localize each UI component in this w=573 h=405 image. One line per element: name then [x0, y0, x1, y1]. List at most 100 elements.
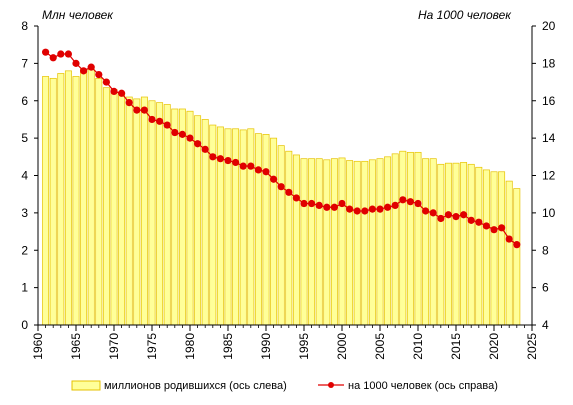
rate-point-1986	[232, 158, 240, 167]
rate-point-1998	[323, 203, 331, 211]
bar-2007	[391, 153, 399, 326]
rate-point-1982	[201, 145, 209, 153]
bar-2008	[399, 150, 407, 326]
rate-point-2019	[482, 222, 490, 230]
bar-1999	[330, 158, 338, 326]
x-tick-label: 2005	[373, 333, 387, 360]
rate-point-1987	[239, 162, 247, 170]
bar-2012	[429, 158, 437, 326]
rate-point-1990	[262, 168, 270, 176]
rate-point-2003	[361, 207, 369, 215]
bar-2022	[505, 180, 513, 326]
rate-point-1992	[277, 183, 285, 191]
rate-point-2018	[475, 218, 483, 226]
left-tick-label: 7	[21, 56, 28, 70]
bar-2015	[452, 162, 460, 326]
right-tick-label: 14	[542, 131, 556, 145]
right-tick-label: 4	[542, 318, 549, 332]
bar-1998	[323, 159, 331, 326]
left-tick-label: 2	[21, 243, 28, 257]
x-tick-label: 1980	[183, 333, 197, 360]
bar-1961	[42, 76, 50, 326]
rate-point-1991	[270, 175, 278, 183]
left-tick-label: 3	[21, 206, 28, 220]
bar-2009	[406, 151, 414, 326]
bar-1974	[140, 96, 148, 326]
bar-2023	[513, 188, 521, 326]
bar-1963	[57, 73, 65, 326]
rate-point-1971	[118, 89, 126, 97]
rate-point-1973	[133, 106, 141, 114]
left-tick-label: 1	[21, 281, 28, 295]
x-tick-label: 1995	[297, 333, 311, 360]
bar-2002	[353, 160, 361, 326]
bar-1968	[95, 77, 103, 326]
bar-1975	[148, 100, 156, 326]
rate-point-2012	[429, 209, 437, 217]
bar-2013	[437, 163, 445, 326]
bar-2010	[414, 151, 422, 326]
bar-2019	[482, 169, 490, 326]
rate-point-1965	[72, 59, 80, 67]
bar-1973	[133, 98, 141, 326]
rate-point-1966	[80, 67, 88, 75]
bar-1969	[102, 87, 110, 326]
legend: миллионов родившихся (ось слева) на 1000…	[71, 380, 498, 392]
rate-point-1994	[292, 194, 300, 202]
rate-point-1995	[300, 199, 308, 208]
bar-1964	[64, 70, 72, 326]
rate-point-1997	[315, 201, 323, 209]
rate-point-1985	[224, 156, 232, 165]
rate-point-1976	[156, 117, 164, 125]
right-tick-label: 6	[542, 281, 549, 295]
rate-point-2015	[452, 213, 460, 221]
bar-2017	[467, 163, 475, 326]
bar-1972	[125, 96, 133, 326]
bar-2014	[444, 162, 452, 326]
x-tick-label: 1975	[145, 333, 159, 360]
right-tick-label: 18	[542, 56, 556, 70]
x-tick-label: 2000	[335, 333, 349, 360]
rate-point-2023	[513, 241, 521, 249]
rate-point-2008	[399, 196, 407, 204]
bar-1996	[308, 158, 316, 326]
rate-point-2020	[490, 226, 498, 234]
bar-1962	[49, 77, 57, 326]
bar-1970	[110, 89, 118, 326]
rate-point-1975	[148, 115, 156, 124]
rate-point-1963	[57, 50, 65, 58]
right-tick-label: 12	[542, 169, 556, 183]
bar-2003	[361, 160, 369, 326]
rate-point-2013	[437, 214, 445, 223]
bar-2000	[338, 157, 346, 326]
rate-point-1967	[87, 63, 95, 71]
rate-point-2010	[414, 199, 422, 208]
rate-point-1970	[110, 87, 118, 96]
rate-point-2001	[346, 205, 354, 213]
rate-point-1961	[42, 48, 50, 56]
left-tick-label: 0	[21, 318, 28, 332]
rate-point-1988	[247, 162, 255, 170]
x-tick-label: 2025	[525, 333, 539, 360]
rate-point-2021	[498, 224, 506, 232]
rate-point-2007	[391, 201, 399, 209]
rate-point-2017	[467, 216, 475, 224]
legend-line-marker	[328, 382, 334, 388]
x-tick-label: 1990	[259, 333, 273, 360]
rate-point-1964	[64, 50, 72, 58]
rate-point-2022	[505, 235, 513, 243]
rate-point-1979	[178, 130, 186, 138]
bar-1980	[186, 110, 194, 326]
right-tick-label: 8	[542, 243, 549, 257]
rate-point-1969	[102, 78, 110, 86]
rate-point-1962	[49, 54, 57, 62]
rate-point-2014	[444, 211, 452, 219]
x-tick-label: 2010	[411, 333, 425, 360]
x-tick-label: 2015	[449, 333, 463, 360]
bar-2021	[498, 171, 506, 326]
bar-1986	[232, 128, 240, 326]
bar-1977	[163, 104, 171, 326]
rate-point-2004	[368, 205, 376, 213]
